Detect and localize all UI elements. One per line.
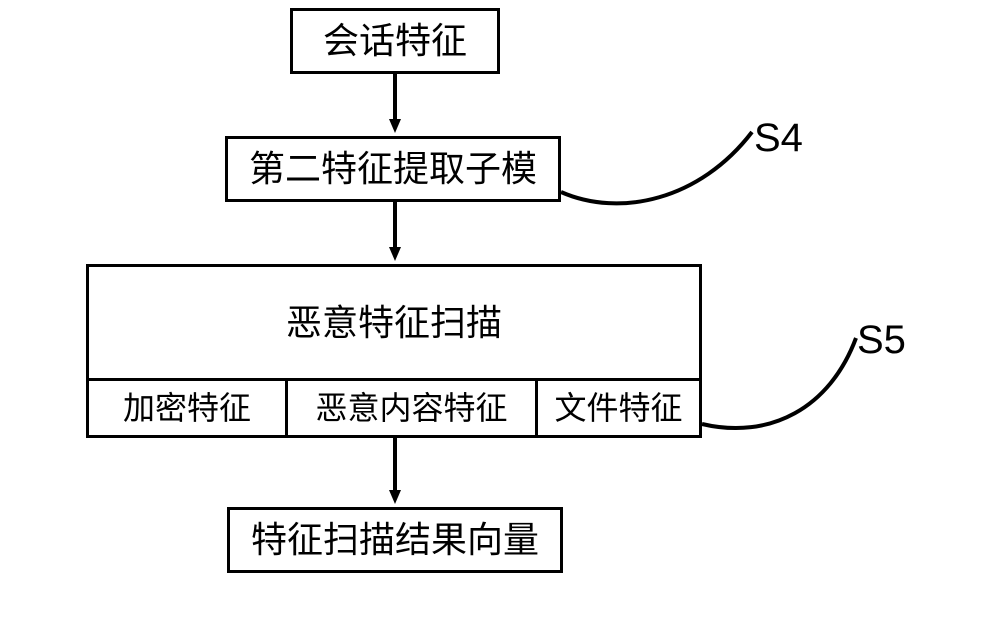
node-session-feature: 会话特征 bbox=[290, 8, 500, 74]
callout-curve-s4 bbox=[561, 132, 752, 203]
node-feature-scan-result-vector-label: 特征扫描结果向量 bbox=[251, 518, 539, 561]
callout-curve-s5 bbox=[702, 338, 856, 428]
node-malicious-feature-scan: 恶意特征扫描 加密特征 恶意内容特征 文件特征 bbox=[86, 264, 702, 438]
callout-label-s5-text: S5 bbox=[857, 318, 906, 362]
node-malicious-feature-scan-header: 恶意特征扫描 bbox=[89, 267, 699, 378]
callout-label-s4: S4 bbox=[754, 116, 803, 161]
cell-encryption-feature: 加密特征 bbox=[89, 381, 285, 435]
node-second-feature-extractor-label: 第二特征提取子模 bbox=[249, 147, 537, 190]
cell-file-feature: 文件特征 bbox=[535, 381, 699, 435]
callout-label-s4-text: S4 bbox=[754, 116, 803, 160]
node-malicious-feature-scan-cells: 加密特征 恶意内容特征 文件特征 bbox=[89, 378, 699, 435]
node-session-feature-label: 会话特征 bbox=[323, 19, 467, 62]
callout-label-s5: S5 bbox=[857, 318, 906, 363]
cell-malicious-content-feature-label: 恶意内容特征 bbox=[315, 389, 507, 427]
cell-encryption-feature-label: 加密特征 bbox=[123, 389, 251, 427]
cell-file-feature-label: 文件特征 bbox=[554, 389, 682, 427]
node-malicious-feature-scan-header-label: 恶意特征扫描 bbox=[286, 301, 502, 344]
node-second-feature-extractor: 第二特征提取子模 bbox=[225, 136, 561, 202]
node-feature-scan-result-vector: 特征扫描结果向量 bbox=[227, 507, 563, 573]
cell-malicious-content-feature: 恶意内容特征 bbox=[285, 381, 535, 435]
